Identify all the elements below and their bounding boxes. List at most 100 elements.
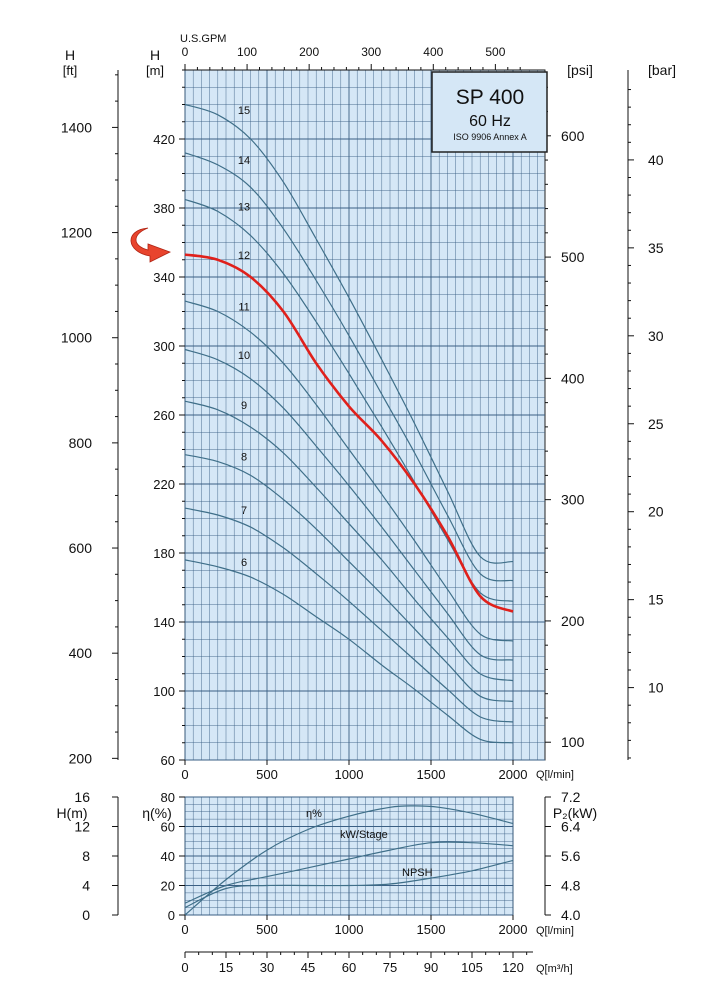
ft-tick-label: 1400 [61, 119, 92, 135]
chart-subtitle: 60 Hz [469, 113, 511, 130]
stage-label-8: 8 [241, 452, 247, 464]
stage-label-9: 9 [241, 400, 247, 412]
psi-tick-label: 300 [561, 492, 585, 508]
label-eta: η% [306, 808, 322, 820]
ft-tick-label: 600 [69, 540, 93, 556]
psi-tick-label: 400 [561, 370, 585, 386]
m-tick-label: 140 [153, 615, 175, 630]
top-tick-label: 400 [423, 45, 443, 59]
stage-label-6: 6 [241, 557, 247, 569]
m-tick-label: 60 [161, 753, 175, 768]
bottom-grid [184, 796, 514, 916]
title-box: SP 400 60 Hz ISO 9906 Annex A [431, 71, 548, 153]
ft-tick-label: 800 [69, 435, 93, 451]
m-axis-unit: [m] [146, 63, 164, 78]
psi-tick-label: 200 [561, 613, 585, 629]
p2-axis-label: P₂(kW) [553, 805, 597, 821]
m-tick-label: 300 [153, 339, 175, 354]
eta-tick-label: 60 [161, 820, 175, 835]
p2-tick-label: 5.6 [561, 848, 581, 864]
m-tick-label: 100 [153, 684, 175, 699]
stage-label-13: 13 [238, 201, 250, 213]
bar-tick-label: 15 [648, 592, 664, 608]
h-tick-label: 16 [74, 789, 90, 805]
m3h-tick-label: 120 [502, 960, 524, 975]
x-tick-label: 1000 [335, 767, 364, 782]
ft-axis-label: H [65, 47, 75, 63]
eta-tick-label: 80 [161, 790, 175, 805]
ft-tick-label: 1000 [61, 330, 92, 346]
h-tick-label: 4 [82, 878, 90, 894]
head-curve-15 [184, 103, 514, 564]
psi-tick-label: 500 [561, 249, 585, 265]
stage-label-7: 7 [241, 505, 247, 517]
h-tick-label: 12 [74, 819, 90, 835]
highlight-arrow-icon [130, 227, 172, 263]
label-npsh: NPSH [402, 867, 433, 879]
m-tick-label: 380 [153, 201, 175, 216]
x-tick-label: 1000 [335, 922, 364, 937]
head-curve-7 [184, 507, 514, 723]
m3h-tick-label: 75 [383, 960, 397, 975]
stage-label-11: 11 [238, 302, 249, 314]
bottom-curves [184, 805, 514, 916]
head-curve-10 [184, 348, 514, 661]
ft-tick-label: 1200 [61, 225, 92, 241]
bar-tick-label: 20 [648, 504, 664, 520]
m-tick-label: 180 [153, 546, 175, 561]
m3h-tick-label: 45 [301, 960, 315, 975]
x-tick-label: 500 [256, 767, 278, 782]
stage-label-14: 14 [238, 155, 250, 167]
m3h-tick-label: 60 [342, 960, 356, 975]
top-axis-label: U.S.GPM [180, 33, 226, 45]
bar-tick-label: 10 [648, 680, 664, 696]
m3h-tick-label: 105 [461, 960, 483, 975]
m-tick-label: 340 [153, 270, 175, 285]
x-tick-label: 1500 [417, 767, 446, 782]
p2-tick-label: 4.8 [561, 878, 581, 894]
bar-tick-label: 25 [648, 416, 664, 432]
eta-tick-label: 20 [161, 879, 175, 894]
m3h-tick-label: 15 [219, 960, 233, 975]
stage-label-15: 15 [238, 105, 250, 117]
m-tick-label: 260 [153, 408, 175, 423]
chart-note: ISO 9906 Annex A [453, 132, 527, 142]
m3h-axis-label: Q[m³/h] [536, 963, 573, 975]
p2-tick-label: 6.4 [561, 819, 581, 835]
bottom-x-axis-label: Q[l/min] [536, 925, 574, 937]
top-tick-label: 300 [361, 45, 381, 59]
h-axis-label: H(m) [56, 805, 87, 821]
stage-label-10: 10 [238, 350, 250, 362]
main-axes: 0 500 1000 1500 2000 0 100 200 300 400 500 60 100 140… [61, 45, 664, 782]
head-curve-12 [184, 253, 514, 613]
m3h-tick-label: 30 [260, 960, 274, 975]
p2-tick-label: 7.2 [561, 789, 581, 805]
x-tick-label: 0 [181, 922, 188, 937]
stage-label-12: 12 [238, 250, 250, 262]
top-tick-label: 0 [182, 45, 189, 59]
chart-title: SP 400 [456, 86, 525, 109]
head-curve-14 [184, 152, 514, 582]
top-tick-label: 500 [485, 45, 505, 59]
m-tick-label: 420 [153, 132, 175, 147]
bar-tick-label: 30 [648, 328, 664, 344]
eta-tick-label: 0 [168, 908, 175, 923]
top-tick-label: 200 [299, 45, 319, 59]
x-tick-label: 0 [181, 767, 188, 782]
head-curve-8 [184, 454, 514, 702]
eta-tick-label: 40 [161, 849, 175, 864]
label-kw-stage: kW/Stage [340, 829, 388, 841]
m3h-tick-label: 90 [424, 960, 438, 975]
bar-tick-label: 35 [648, 240, 664, 256]
ft-axis-unit: [ft] [63, 63, 77, 78]
head-curve-11 [184, 300, 514, 642]
head-curves: 15 14 13 12 11 10 9 8 7 6 [184, 103, 514, 744]
ft-tick-label: 200 [69, 750, 93, 766]
psi-tick-label: 100 [561, 734, 585, 750]
bottom-curve-NPSH [184, 859, 514, 909]
ft-tick-label: 400 [69, 645, 93, 661]
bar-tick-label: 40 [648, 152, 664, 168]
psi-tick-label: 600 [561, 128, 585, 144]
x-tick-label: 500 [256, 922, 278, 937]
